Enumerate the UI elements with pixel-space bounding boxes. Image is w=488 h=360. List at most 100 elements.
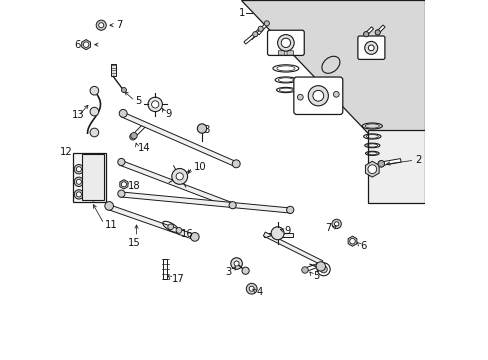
Circle shape: [76, 179, 81, 184]
Circle shape: [74, 165, 83, 174]
Circle shape: [367, 45, 373, 51]
Circle shape: [228, 202, 236, 209]
Polygon shape: [249, 28, 261, 40]
Polygon shape: [264, 233, 292, 237]
Text: 6: 6: [74, 40, 81, 50]
Circle shape: [377, 161, 384, 167]
Circle shape: [242, 267, 249, 274]
Circle shape: [197, 124, 206, 133]
Polygon shape: [347, 236, 356, 246]
Circle shape: [333, 91, 339, 97]
Polygon shape: [110, 64, 115, 76]
Circle shape: [286, 206, 293, 213]
FancyBboxPatch shape: [357, 36, 384, 59]
Text: 11: 11: [104, 220, 117, 230]
Circle shape: [316, 262, 325, 271]
Polygon shape: [163, 259, 167, 279]
Circle shape: [91, 163, 96, 168]
Circle shape: [88, 191, 98, 201]
Text: 10: 10: [193, 162, 205, 172]
Polygon shape: [120, 180, 128, 189]
Circle shape: [334, 222, 338, 226]
Text: 5: 5: [135, 96, 142, 106]
Polygon shape: [376, 25, 384, 33]
Polygon shape: [244, 33, 256, 44]
FancyBboxPatch shape: [293, 77, 342, 114]
Bar: [73, 153, 106, 202]
Circle shape: [270, 227, 284, 240]
Circle shape: [148, 97, 162, 112]
Circle shape: [121, 182, 126, 187]
Polygon shape: [380, 159, 400, 166]
Circle shape: [312, 90, 323, 101]
Text: 12: 12: [60, 147, 72, 157]
Text: 5: 5: [312, 271, 319, 281]
Polygon shape: [81, 40, 90, 50]
Text: 4: 4: [256, 287, 262, 297]
Polygon shape: [121, 112, 238, 167]
Text: 16: 16: [181, 229, 193, 239]
Circle shape: [301, 267, 307, 273]
Circle shape: [232, 160, 240, 168]
Circle shape: [363, 32, 368, 37]
Text: 7: 7: [325, 222, 331, 233]
Polygon shape: [107, 204, 196, 240]
Polygon shape: [131, 125, 144, 138]
Text: 15: 15: [128, 238, 141, 248]
Text: 9: 9: [284, 226, 290, 236]
Circle shape: [118, 158, 125, 166]
Circle shape: [91, 185, 96, 190]
Circle shape: [317, 263, 329, 276]
Text: 3: 3: [225, 267, 231, 277]
Text: 7: 7: [116, 20, 122, 30]
Circle shape: [230, 258, 242, 269]
Polygon shape: [365, 27, 373, 35]
Circle shape: [246, 283, 257, 294]
Circle shape: [252, 32, 257, 37]
Text: 17: 17: [171, 274, 184, 284]
Circle shape: [74, 190, 83, 199]
Circle shape: [176, 228, 182, 233]
Text: 8: 8: [203, 125, 210, 135]
Circle shape: [171, 168, 187, 184]
Circle shape: [277, 35, 294, 51]
Circle shape: [88, 182, 98, 192]
Circle shape: [118, 190, 125, 197]
Circle shape: [297, 94, 303, 100]
Circle shape: [307, 86, 328, 106]
Circle shape: [258, 26, 263, 31]
Circle shape: [349, 238, 355, 244]
Circle shape: [119, 109, 127, 117]
Polygon shape: [304, 262, 321, 272]
Circle shape: [367, 165, 376, 174]
Polygon shape: [256, 22, 267, 35]
Circle shape: [190, 233, 199, 241]
Circle shape: [281, 38, 290, 48]
Circle shape: [90, 107, 99, 116]
Text: 6: 6: [360, 240, 366, 251]
Circle shape: [234, 261, 239, 266]
Text: 13: 13: [72, 110, 84, 120]
Circle shape: [377, 161, 384, 167]
FancyBboxPatch shape: [278, 51, 284, 55]
Text: 14: 14: [138, 143, 150, 153]
Text: 2: 2: [415, 155, 421, 165]
Circle shape: [96, 20, 106, 30]
Circle shape: [264, 21, 269, 26]
Circle shape: [129, 134, 136, 140]
FancyBboxPatch shape: [267, 30, 304, 55]
Bar: [82, 154, 104, 200]
Polygon shape: [119, 160, 234, 208]
Circle shape: [374, 30, 380, 35]
Circle shape: [249, 286, 254, 291]
Circle shape: [320, 266, 326, 273]
Circle shape: [91, 193, 96, 198]
Circle shape: [83, 42, 89, 48]
Text: 1: 1: [238, 8, 244, 18]
Circle shape: [331, 219, 341, 229]
Circle shape: [121, 87, 126, 93]
Circle shape: [151, 101, 159, 108]
Circle shape: [76, 167, 81, 172]
Bar: [367, 130, 424, 203]
Circle shape: [104, 202, 113, 210]
